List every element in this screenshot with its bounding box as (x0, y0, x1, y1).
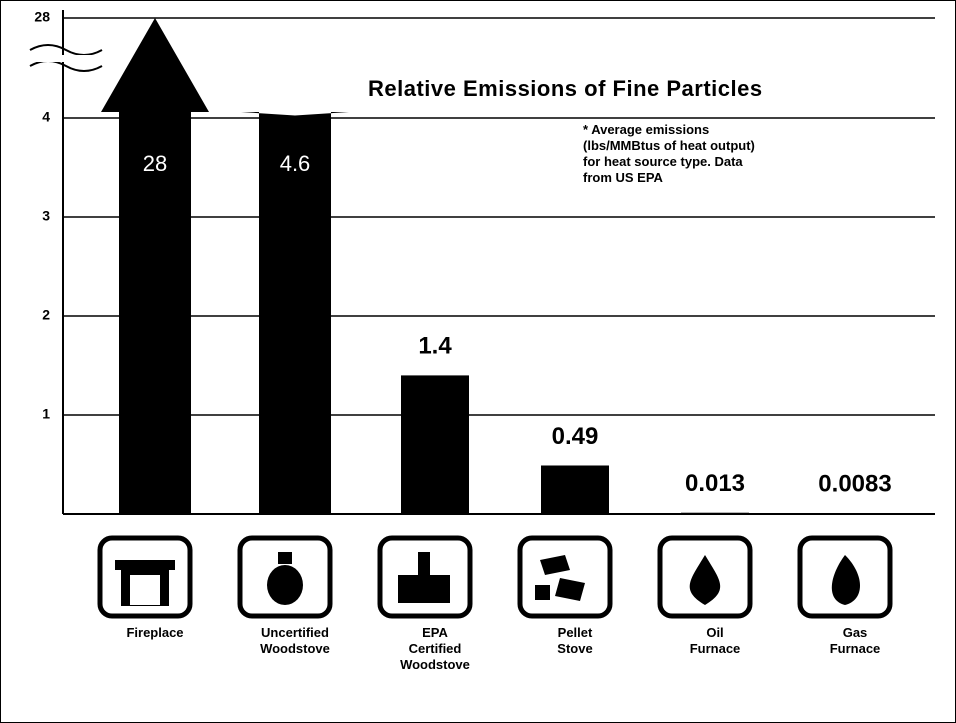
x-tick-label: Pellet Stove (557, 625, 593, 656)
x-tick-label: Gas Furnace (829, 625, 881, 656)
data-label: 4.6 (280, 151, 311, 176)
axis-break-gap (36, 55, 100, 62)
y-tick-label: 28 (34, 9, 50, 25)
bar (821, 513, 889, 514)
data-label: 1.4 (418, 333, 452, 360)
icons (97, 535, 893, 619)
chart-title: Relative Emissions of Fine Particles (368, 76, 763, 101)
data-label: 0.013 (685, 470, 745, 497)
y-tick-label: 3 (42, 208, 50, 224)
data-label: 0.0083 (818, 471, 891, 498)
annotation: * Average emissions (lbs/MMBtus of heat … (583, 122, 755, 185)
bar (541, 465, 609, 514)
x-tick-label: EPA Certified Woodstove (400, 625, 470, 672)
y-tick-label: 4 (42, 109, 50, 125)
y-tick-label: 1 (42, 406, 50, 422)
bar (101, 18, 209, 514)
icon-shapes (115, 552, 860, 606)
bar (241, 112, 349, 514)
x-tick-label: Uncertified Woodstove (260, 625, 330, 656)
x-tick-label: Fireplace (126, 625, 184, 640)
x-tick-label: Oil Furnace (689, 625, 741, 656)
data-label: 0.49 (552, 423, 599, 450)
data-label: 28 (143, 151, 167, 176)
bar (681, 512, 749, 514)
bar (401, 375, 469, 514)
y-tick-label: 2 (42, 307, 50, 323)
